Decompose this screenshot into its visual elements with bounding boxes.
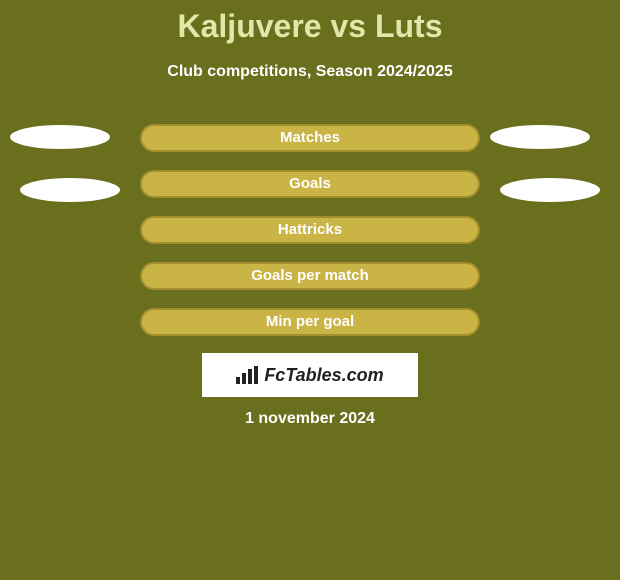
brand-text: FcTables.com bbox=[264, 365, 383, 386]
value-ellipse bbox=[10, 125, 110, 149]
stat-label: Goals per match bbox=[140, 262, 480, 290]
comparison-infographic: Kaljuvere vs Luts Club competitions, Sea… bbox=[0, 0, 620, 580]
brand-badge: FcTables.com bbox=[202, 353, 418, 397]
page-title: Kaljuvere vs Luts bbox=[0, 8, 620, 45]
page-subtitle: Club competitions, Season 2024/2025 bbox=[0, 63, 620, 81]
date-stamp: 1 november 2024 bbox=[0, 410, 620, 428]
stat-label: Hattricks bbox=[140, 216, 480, 244]
stat-label: Matches bbox=[140, 124, 480, 152]
value-ellipse bbox=[20, 178, 120, 202]
stat-label: Min per goal bbox=[140, 308, 480, 336]
value-ellipse bbox=[500, 178, 600, 202]
stat-row: Min per goal bbox=[0, 308, 620, 336]
bars-icon bbox=[236, 366, 258, 384]
stat-row: Hattricks bbox=[0, 216, 620, 244]
value-ellipse bbox=[490, 125, 590, 149]
stat-label: Goals bbox=[140, 170, 480, 198]
stat-row: Goals per match bbox=[0, 262, 620, 290]
